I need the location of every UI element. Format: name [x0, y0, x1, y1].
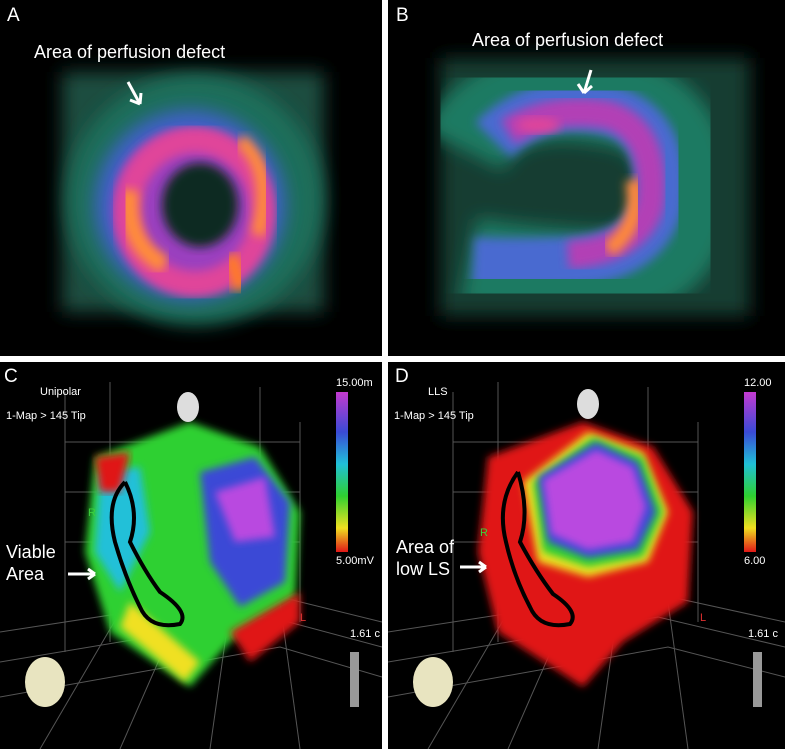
panel-c-axis-l: L: [300, 612, 307, 624]
panel-d-annotation-line2: low LS: [396, 559, 451, 579]
panel-a-letter: A: [7, 5, 20, 26]
voltage-map-c: [0, 382, 382, 749]
perfusion-image-a: [62, 72, 324, 325]
panel-c-scale-min: 5.00mV: [336, 555, 374, 567]
perfusion-image-b: [422, 50, 750, 321]
panel-c-axis-r: R: [88, 507, 96, 519]
panel-a-perfusion-short-axis: A Area of perfusion defect: [0, 0, 382, 356]
panel-d-axis-r: R: [480, 527, 488, 539]
panel-d-axis-l: L: [700, 612, 707, 624]
panel-c-scale-max: 15.00m: [336, 377, 373, 389]
panel-d-lls-map: D LLS 1-Map > 145 Tip 12.00 6.00 Area of…: [388, 362, 785, 749]
panel-b-perfusion-long-axis: B Area of perfusion defect: [388, 0, 785, 356]
panel-c-map-label: 1-Map > 145 Tip: [6, 410, 86, 422]
panel-c-annotation-line2: Area: [6, 564, 45, 584]
panel-d-mode: LLS: [428, 386, 448, 398]
panel-c-unipolar-map: C Unipolar 1-Map > 145 Tip 15.00m 5.00mV…: [0, 362, 382, 749]
panel-d-distance: 1.61 c: [748, 628, 778, 640]
panel-a-caption: Area of perfusion defect: [34, 42, 226, 62]
panel-d-map-label: 1-Map > 145 Tip: [394, 410, 474, 422]
panel-d-scale-min: 6.00: [744, 555, 766, 567]
panel-b-letter: B: [396, 5, 409, 26]
panel-c-mode: Unipolar: [40, 386, 81, 398]
panel-b-caption: Area of perfusion defect: [472, 30, 664, 50]
panel-c-distance: 1.61 c: [350, 628, 380, 640]
panel-d-letter: D: [395, 366, 409, 387]
panel-d-annotation-line1: Area of: [396, 537, 455, 557]
strain-map-d: [388, 382, 785, 749]
panel-c-letter: C: [4, 366, 18, 387]
panel-c-annotation-line1: Viable: [6, 542, 56, 562]
panel-d-scale-max: 12.00: [744, 377, 772, 389]
